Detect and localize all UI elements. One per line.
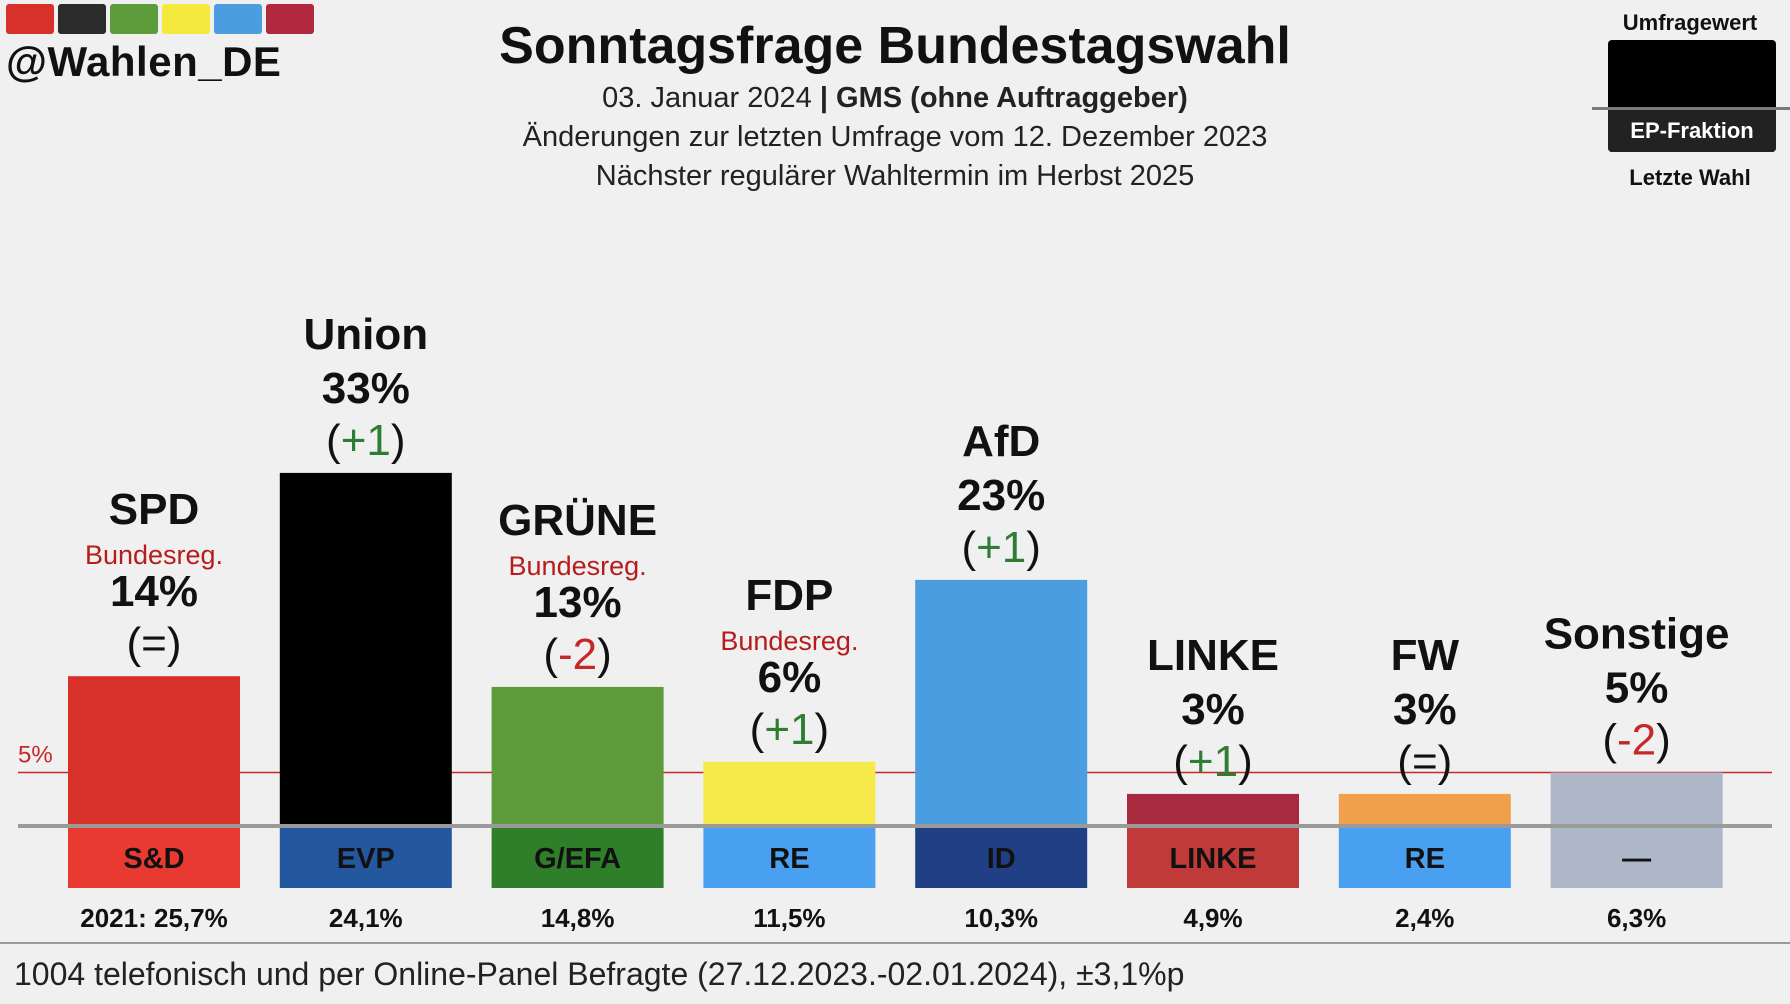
poll-institute: GMS (ohne Auftraggeber)	[836, 82, 1188, 114]
last-election-label: 2021: 25,7%	[80, 903, 227, 933]
change-label: (-2)	[1602, 716, 1670, 765]
bar-sonstige	[1550, 772, 1723, 826]
bar-afd	[915, 579, 1088, 826]
twitter-handle: @Wahlen_DE	[6, 38, 282, 85]
subtitle-changes: Änderungen zur letzten Umfrage vom 12. D…	[522, 121, 1268, 153]
ep-group-label: LINKE	[1170, 843, 1257, 875]
legend-label-poll: Umfragewert	[1622, 10, 1758, 35]
party-name-label: GRÜNE	[498, 496, 657, 545]
legend-label-ep-group: EP-Fraktion	[1608, 110, 1776, 152]
ep-group-label: —	[1622, 843, 1651, 875]
brand-stripe	[266, 4, 314, 34]
last-election-label: 10,3%	[964, 903, 1038, 933]
percent-label: 14%	[110, 567, 198, 616]
brand-stripe	[110, 4, 158, 34]
ep-group-label: G/EFA	[534, 843, 621, 875]
footer-note: 1004 telefonisch und per Online-Panel Be…	[14, 956, 1185, 992]
ep-group-label: EVP	[337, 843, 395, 875]
separator: |	[819, 82, 828, 114]
legend-label-last-election: Letzte Wahl	[1629, 165, 1751, 190]
percent-label: 3%	[1181, 685, 1245, 734]
legend-baseline	[1592, 107, 1790, 110]
government-label: Bundesreg.	[509, 551, 647, 581]
party-name-label: AfD	[962, 417, 1040, 466]
bar-fdp	[703, 761, 876, 826]
party-name-label: FW	[1391, 631, 1460, 680]
percent-label: 3%	[1393, 685, 1457, 734]
ep-group-box	[279, 826, 452, 888]
bar-grüne	[491, 686, 664, 826]
change-label: (=)	[126, 619, 181, 668]
last-election-label: 4,9%	[1183, 903, 1242, 933]
subtitle-date-institute: 03. Januar 2024 | GMS (ohne Auftraggeber…	[0, 82, 1790, 115]
ep-group-label: ID	[987, 843, 1016, 875]
last-election-label: 2,4%	[1395, 903, 1454, 933]
ep-group-box	[1338, 826, 1511, 888]
change-label: (+1)	[326, 416, 405, 465]
party-name-label: Union	[303, 310, 428, 359]
percent-label: 6%	[758, 653, 822, 702]
government-label: Bundesreg.	[85, 540, 223, 570]
chart-title: Sonntagsfrage Bundestagswahl	[499, 17, 1291, 75]
change-label: (=)	[1397, 737, 1452, 786]
change-label: (+1)	[961, 523, 1040, 572]
brand-stripe	[58, 4, 106, 34]
brand-stripe	[6, 4, 54, 34]
ep-group-box	[703, 826, 876, 888]
poll-date: 03. Januar 2024	[602, 82, 812, 114]
percent-label: 33%	[322, 364, 410, 413]
ep-group-box	[1127, 826, 1299, 888]
bar-spd	[68, 676, 240, 826]
bar-fw	[1338, 793, 1511, 826]
ep-group-box	[915, 826, 1088, 888]
percent-label: 23%	[957, 471, 1045, 520]
government-label: Bundesreg.	[720, 626, 858, 656]
percent-label: 13%	[534, 578, 622, 627]
brand-stripe	[214, 4, 262, 34]
ep-group-label: RE	[769, 843, 809, 875]
change-label: (+1)	[750, 705, 829, 754]
ep-group-label: RE	[1405, 843, 1445, 875]
change-label: (-2)	[543, 630, 611, 679]
subtitle-next-election: Nächster regulärer Wahltermin im Herbst …	[595, 160, 1195, 192]
change-label: (+1)	[1173, 737, 1252, 786]
last-election-label: 6,3%	[1607, 903, 1666, 933]
party-name-label: FDP	[745, 571, 833, 620]
bar-linke	[1127, 793, 1299, 826]
party-name-label: LINKE	[1147, 631, 1279, 680]
bar-union	[279, 472, 452, 826]
ep-group-box	[1550, 826, 1723, 888]
brand-stripe	[162, 4, 210, 34]
last-election-label: 24,1%	[329, 903, 403, 933]
party-name-label: SPD	[109, 485, 199, 534]
party-name-label: Sonstige	[1544, 610, 1730, 659]
percent-label: 5%	[1605, 664, 1669, 713]
last-election-label: 14,8%	[541, 903, 615, 933]
threshold-label: 5%	[18, 742, 53, 769]
ep-group-label: S&D	[123, 843, 184, 875]
last-election-label: 11,5%	[753, 903, 825, 933]
footer-divider	[0, 942, 1790, 944]
ep-group-box	[68, 826, 240, 888]
ep-group-box	[491, 826, 664, 888]
